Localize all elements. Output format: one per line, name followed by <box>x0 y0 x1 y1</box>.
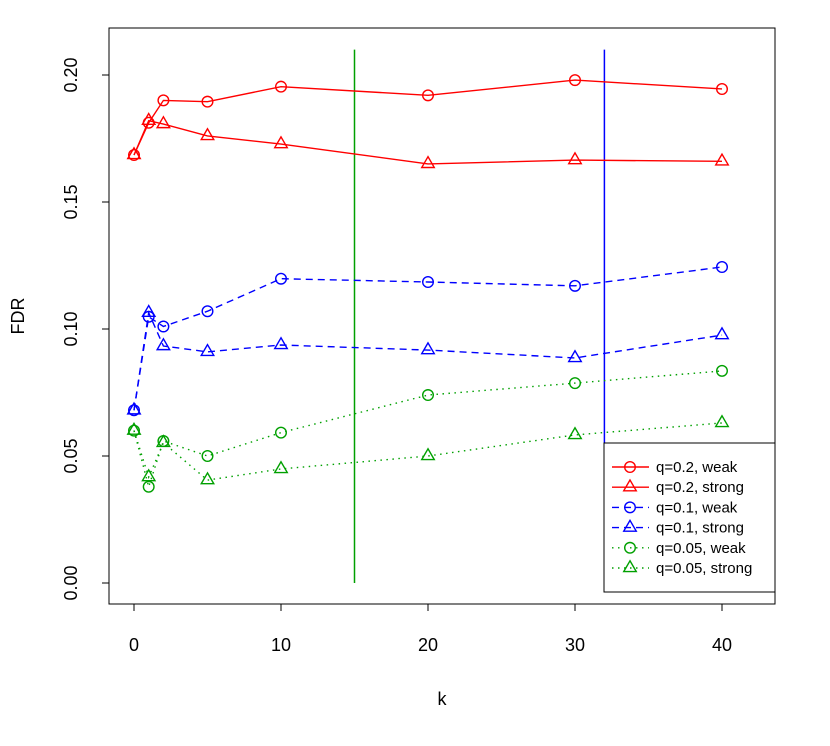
circle-marker <box>127 424 140 437</box>
triangle-marker <box>141 468 157 482</box>
triangle-marker <box>622 478 638 492</box>
triangle-marker <box>567 151 583 165</box>
circle-marker <box>624 541 637 554</box>
triangle-marker <box>420 447 436 461</box>
triangle-marker <box>155 115 171 129</box>
triangle-marker <box>200 471 215 485</box>
triangle-marker <box>420 155 436 169</box>
circle-marker <box>569 74 582 87</box>
triangle-marker <box>622 519 638 532</box>
legend-label: q=0.05, weak <box>656 540 746 557</box>
circle-marker <box>275 272 288 285</box>
y-axis-label: FDR <box>8 298 28 335</box>
series-q-0-2-strong <box>126 112 730 169</box>
triangle-marker <box>273 336 289 350</box>
triangle-marker <box>567 426 583 440</box>
circle-marker <box>716 364 729 377</box>
triangle-marker <box>420 341 436 355</box>
legend-label: q=0.1, strong <box>656 520 744 537</box>
triangle-marker <box>200 127 215 141</box>
circle-marker <box>569 279 582 292</box>
circle-marker <box>142 480 155 493</box>
circle-marker <box>422 276 435 289</box>
triangle-marker <box>714 414 730 428</box>
triangle-marker <box>273 135 289 149</box>
x-tick-label: 20 <box>418 635 438 655</box>
x-tick-label: 30 <box>565 635 585 655</box>
circle-marker <box>624 501 637 514</box>
triangle-marker <box>200 343 215 357</box>
triangle-marker <box>141 304 157 318</box>
series-line <box>133 79 723 156</box>
triangle-marker <box>567 349 583 363</box>
triangle-marker <box>126 401 142 415</box>
circle-marker <box>716 261 729 274</box>
triangle-marker <box>126 146 142 160</box>
legend-label: q=0.05, strong <box>656 560 752 577</box>
triangle-marker <box>126 422 142 435</box>
series-q-0-05-strong <box>126 414 730 485</box>
triangle-marker <box>155 434 171 448</box>
circle-marker <box>157 320 170 333</box>
x-axis-label: k <box>438 689 448 709</box>
triangle-marker <box>273 460 289 474</box>
circle-marker <box>275 426 288 439</box>
triangle-marker <box>714 152 730 166</box>
y-tick-label: 0.20 <box>61 57 81 92</box>
series-q-0-2-weak <box>127 74 729 162</box>
legend-label: q=0.1, weak <box>656 499 738 516</box>
series-line <box>133 310 723 411</box>
circle-marker <box>569 377 582 390</box>
circle-marker <box>201 450 214 463</box>
series-q-0-1-strong <box>126 304 730 415</box>
triangle-marker <box>141 112 157 126</box>
legend-box <box>603 442 776 593</box>
circle-marker <box>422 89 435 102</box>
series-line <box>133 370 723 490</box>
circle-marker <box>422 389 435 402</box>
legend-label: q=0.2, weak <box>656 459 738 476</box>
circle-marker <box>201 305 214 318</box>
x-tick-label: 40 <box>712 635 732 655</box>
legend: q=0.2, weak q=0.2, strong q=0.1, weak q=0.1… <box>603 442 776 593</box>
y-tick-label: 0.15 <box>61 184 81 219</box>
triangle-marker <box>155 337 171 351</box>
y-tick-label: 0.05 <box>61 438 81 473</box>
series-line <box>133 422 723 481</box>
y-tick-label: 0.10 <box>61 311 81 346</box>
circle-marker <box>201 95 214 108</box>
series-q-0-1-weak <box>127 261 729 417</box>
circle-marker <box>275 80 288 93</box>
circle-marker <box>127 404 140 417</box>
x-tick-label: 0 <box>129 635 139 655</box>
circle-marker <box>624 461 637 474</box>
series-line <box>133 119 723 165</box>
legend-label: q=0.2, strong <box>656 479 744 496</box>
circle-marker <box>127 149 140 162</box>
triangle-marker <box>622 559 638 573</box>
x-tick-label: 10 <box>271 635 291 655</box>
series-line <box>133 266 723 411</box>
circle-marker <box>157 94 170 107</box>
y-tick-label: 0.00 <box>61 565 81 600</box>
triangle-marker <box>714 326 730 340</box>
circle-marker <box>716 82 729 95</box>
